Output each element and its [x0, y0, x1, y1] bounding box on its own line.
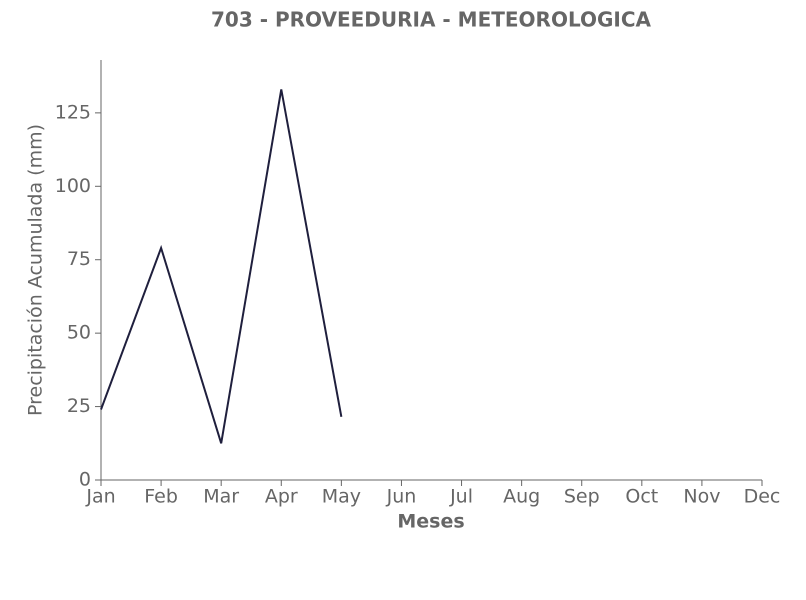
x-tick-label: Aug — [503, 486, 540, 508]
x-tick-label: Jan — [85, 486, 115, 508]
x-tick-label: Apr — [265, 486, 298, 508]
x-tick-label: Jun — [386, 486, 417, 508]
y-tick-label: 125 — [55, 101, 91, 123]
line-series — [100, 89, 343, 444]
x-tick-label: Sep — [564, 486, 600, 508]
y-tick-label: 0 — [79, 469, 91, 491]
y-axis-label: Precipitación Acumulada (mm) — [25, 124, 47, 416]
x-tick-label: Jul — [449, 486, 473, 508]
y-tick-label: 50 — [67, 322, 91, 344]
y-tick-label: 75 — [67, 248, 91, 270]
x-tick-label: Mar — [203, 486, 239, 508]
x-tick-label: Nov — [683, 486, 720, 508]
x-tick-label: Oct — [625, 486, 658, 508]
x-tick-label: Feb — [144, 486, 178, 508]
y-tick-label: 25 — [67, 395, 91, 417]
y-tick-label: 100 — [55, 175, 91, 197]
x-tick-label: Dec — [744, 486, 781, 508]
x-tick-label: May — [322, 486, 361, 508]
x-axis-label: Meses — [397, 511, 464, 533]
chart-title: 703 - PROVEEDURIA - METEOROLOGICA — [211, 8, 652, 32]
